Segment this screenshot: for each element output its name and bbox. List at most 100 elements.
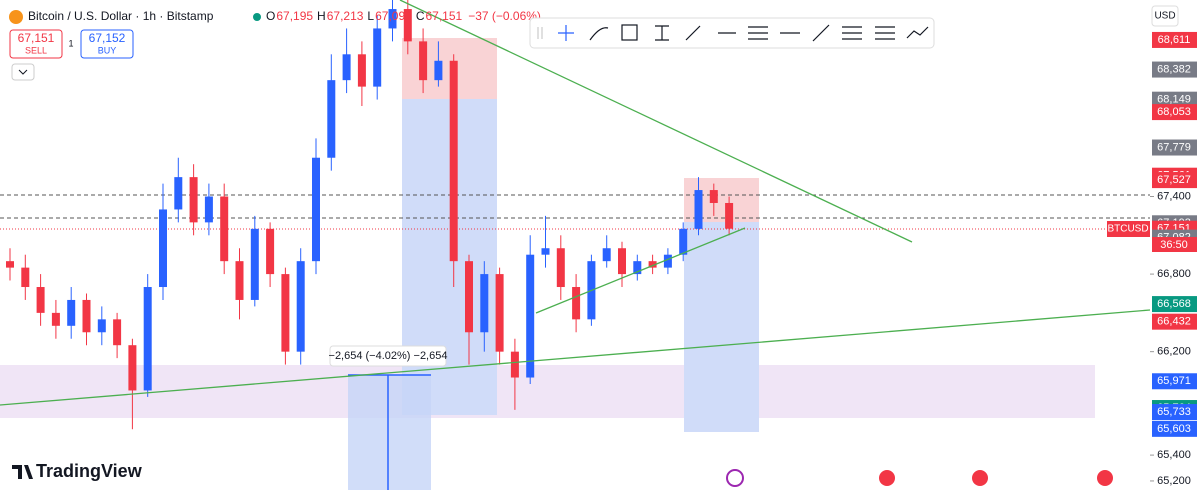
coin-icon: [9, 10, 23, 24]
y-tick-label: 67,400: [1157, 190, 1191, 202]
countdown-tag: [1152, 237, 1197, 252]
quantity: 1: [68, 38, 73, 48]
countdown: 36:50: [1160, 239, 1188, 251]
candle-body: [709, 190, 718, 203]
candle-body: [572, 287, 581, 320]
candle-body: [204, 196, 213, 223]
sell-button[interactable]: [9, 29, 63, 59]
candle-body: [250, 228, 259, 300]
candle-body: [694, 190, 703, 229]
event-icon[interactable]: [972, 470, 988, 486]
brand: TradingView: [36, 461, 143, 481]
price-tag: [1152, 139, 1197, 156]
stop-zone: [402, 38, 497, 99]
logo-mark: [12, 465, 33, 479]
ohlc-key: H: [317, 9, 326, 23]
trend-line: [399, 0, 913, 243]
candle-body: [174, 177, 183, 210]
candle-body: [128, 345, 137, 391]
candle-body: [449, 60, 458, 262]
ohlc-value: 67,097: [375, 9, 412, 23]
price-tag-label: 65,971: [1157, 375, 1191, 387]
candle-body: [312, 157, 320, 262]
candle-body: [602, 248, 611, 262]
symbol-title: Bitcoin / U.S. Dollar · 1h · Bitstamp: [28, 9, 214, 23]
candle-body: [143, 287, 152, 391]
y-tick-label: 66,200: [1157, 346, 1191, 358]
candle-body: [556, 248, 565, 288]
price-tag-label: 65,603: [1157, 423, 1191, 435]
price-tag-label: 68,053: [1157, 106, 1191, 118]
price-tag: [1152, 91, 1197, 108]
candle-body: [526, 254, 535, 378]
price-tag-label: 67,527: [1157, 174, 1191, 186]
event-icon[interactable]: [1097, 470, 1113, 486]
event-icon[interactable]: [726, 469, 744, 487]
price-tag-label: 68,382: [1157, 63, 1191, 75]
candle-body: [618, 248, 626, 275]
candle-body: [296, 261, 305, 352]
candle-body: [159, 209, 167, 288]
price-tag: [1152, 61, 1197, 78]
candle-body: [465, 261, 473, 333]
candle-body: [388, 9, 397, 29]
price-tag: [1152, 172, 1197, 189]
currency[interactable]: USD: [1154, 11, 1175, 22]
price-tag-label: 65,733: [1157, 406, 1191, 418]
candle-body: [342, 54, 351, 81]
event-icon[interactable]: [879, 470, 895, 486]
price-tag-label: 68,611: [1158, 34, 1191, 46]
symbol-tag: [1107, 221, 1150, 237]
ohlc: O 67,195 H 67,213 L 67,097 C 67,151: [266, 9, 463, 23]
candle-body: [220, 196, 229, 262]
buy-price[interactable]: 67,152: [89, 31, 126, 45]
ohlc-value: 67,151: [425, 9, 462, 23]
ohlc-key: L: [367, 9, 374, 23]
candle-body: [434, 60, 443, 81]
price-tag: [1152, 313, 1197, 330]
candle-body: [373, 28, 382, 87]
ohlc-key: O: [266, 9, 275, 23]
candle-body: [51, 312, 60, 326]
toolbar-icons: [537, 24, 929, 42]
measure-label: −2,654 (−4.02%) −2,654: [329, 350, 448, 362]
candle-body: [189, 177, 198, 223]
candle-body: [82, 299, 91, 333]
candle-body: [419, 41, 428, 81]
candle-body: [67, 299, 76, 326]
trend-line: [0, 309, 1151, 406]
buy-label[interactable]: BUY: [98, 45, 117, 55]
candle-body: [327, 80, 336, 158]
collapse-button[interactable]: [11, 63, 35, 81]
symbol-tag-label: BTCUSD: [1107, 224, 1148, 235]
y-tick-label: 66,800: [1157, 268, 1191, 280]
candle-body: [633, 261, 642, 275]
candle-body: [541, 248, 550, 255]
trend-line: [535, 227, 746, 314]
sell-label[interactable]: SELL: [25, 45, 47, 55]
ohlc-key: C: [416, 9, 425, 23]
candle-body: [21, 267, 30, 288]
candle-body: [495, 274, 504, 352]
measure-label-box: [329, 345, 447, 367]
sell-price[interactable]: 67,151: [18, 31, 55, 45]
price-tag: [1152, 420, 1197, 437]
price-tag: [1152, 373, 1197, 390]
candle-body: [480, 274, 489, 333]
candle-body: [235, 261, 244, 300]
chevron: [18, 69, 28, 75]
y-tick-label: 65,200: [1157, 475, 1191, 487]
candle-body: [725, 202, 734, 229]
target-zone: [684, 222, 759, 432]
candle-body: [679, 228, 688, 255]
price-tag: [1152, 404, 1197, 421]
ohlc-value: 67,195: [276, 9, 313, 23]
y-tick-label: 65,400: [1157, 449, 1191, 461]
status-dot: [253, 13, 261, 21]
currency-button[interactable]: [1151, 5, 1179, 27]
measure-box: [348, 375, 431, 490]
candle-body: [357, 54, 366, 87]
buy-button[interactable]: [80, 29, 134, 59]
